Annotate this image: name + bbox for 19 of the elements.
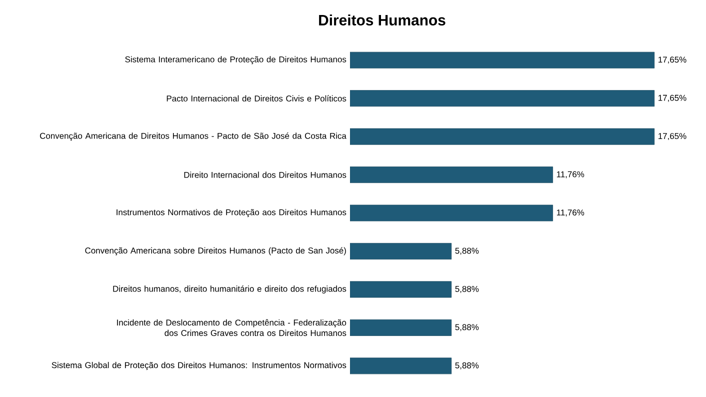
data-label: 11,76% — [556, 171, 584, 178]
data-label: 5,88% — [455, 324, 479, 332]
data-label: 5,88% — [455, 362, 479, 370]
data-label: 17,65% — [658, 56, 686, 64]
data-label: 11,76% — [556, 210, 584, 216]
y-tick-label: Sistema Interamericano de Proteção de Direitos Humanos — [125, 56, 346, 64]
data-label: 17,65% — [658, 94, 686, 102]
y-tick-label: Pacto Internacional de Direitos Civis e Políticos — [166, 95, 346, 102]
y-tick-label: Instrumentos Normativos de Proteção aos Direitos Humanos — [116, 209, 346, 217]
data-label: 5,88% — [455, 286, 479, 293]
data-label: 5,88% — [455, 248, 479, 255]
y-tick-label: Convenção Americana sobre Direitos Humanos (Pacto de San José) — [85, 247, 346, 256]
y-tick-label: Direito Internacional dos Direitos Humanos — [184, 172, 346, 178]
y-tick-label: Convenção Americana de Direitos Humanos - Pacto de São José da Costa Rica — [40, 132, 346, 141]
data-label: 17,65% — [658, 133, 686, 140]
y-tick-label: Sistema Global de Proteção dos Direitos Humanos: Instrumentos Normativos — [52, 362, 346, 370]
y-tick-label: Incidente de Deslocamento de Competência - Federalização dos Crimes Graves contra os Direitos Humanos — [117, 319, 346, 336]
y-tick-label: Direitos humanos, direito humanitário e direito dos refugiados — [113, 285, 346, 294]
chart-title: Direitos Humanos — [319, 14, 446, 26]
